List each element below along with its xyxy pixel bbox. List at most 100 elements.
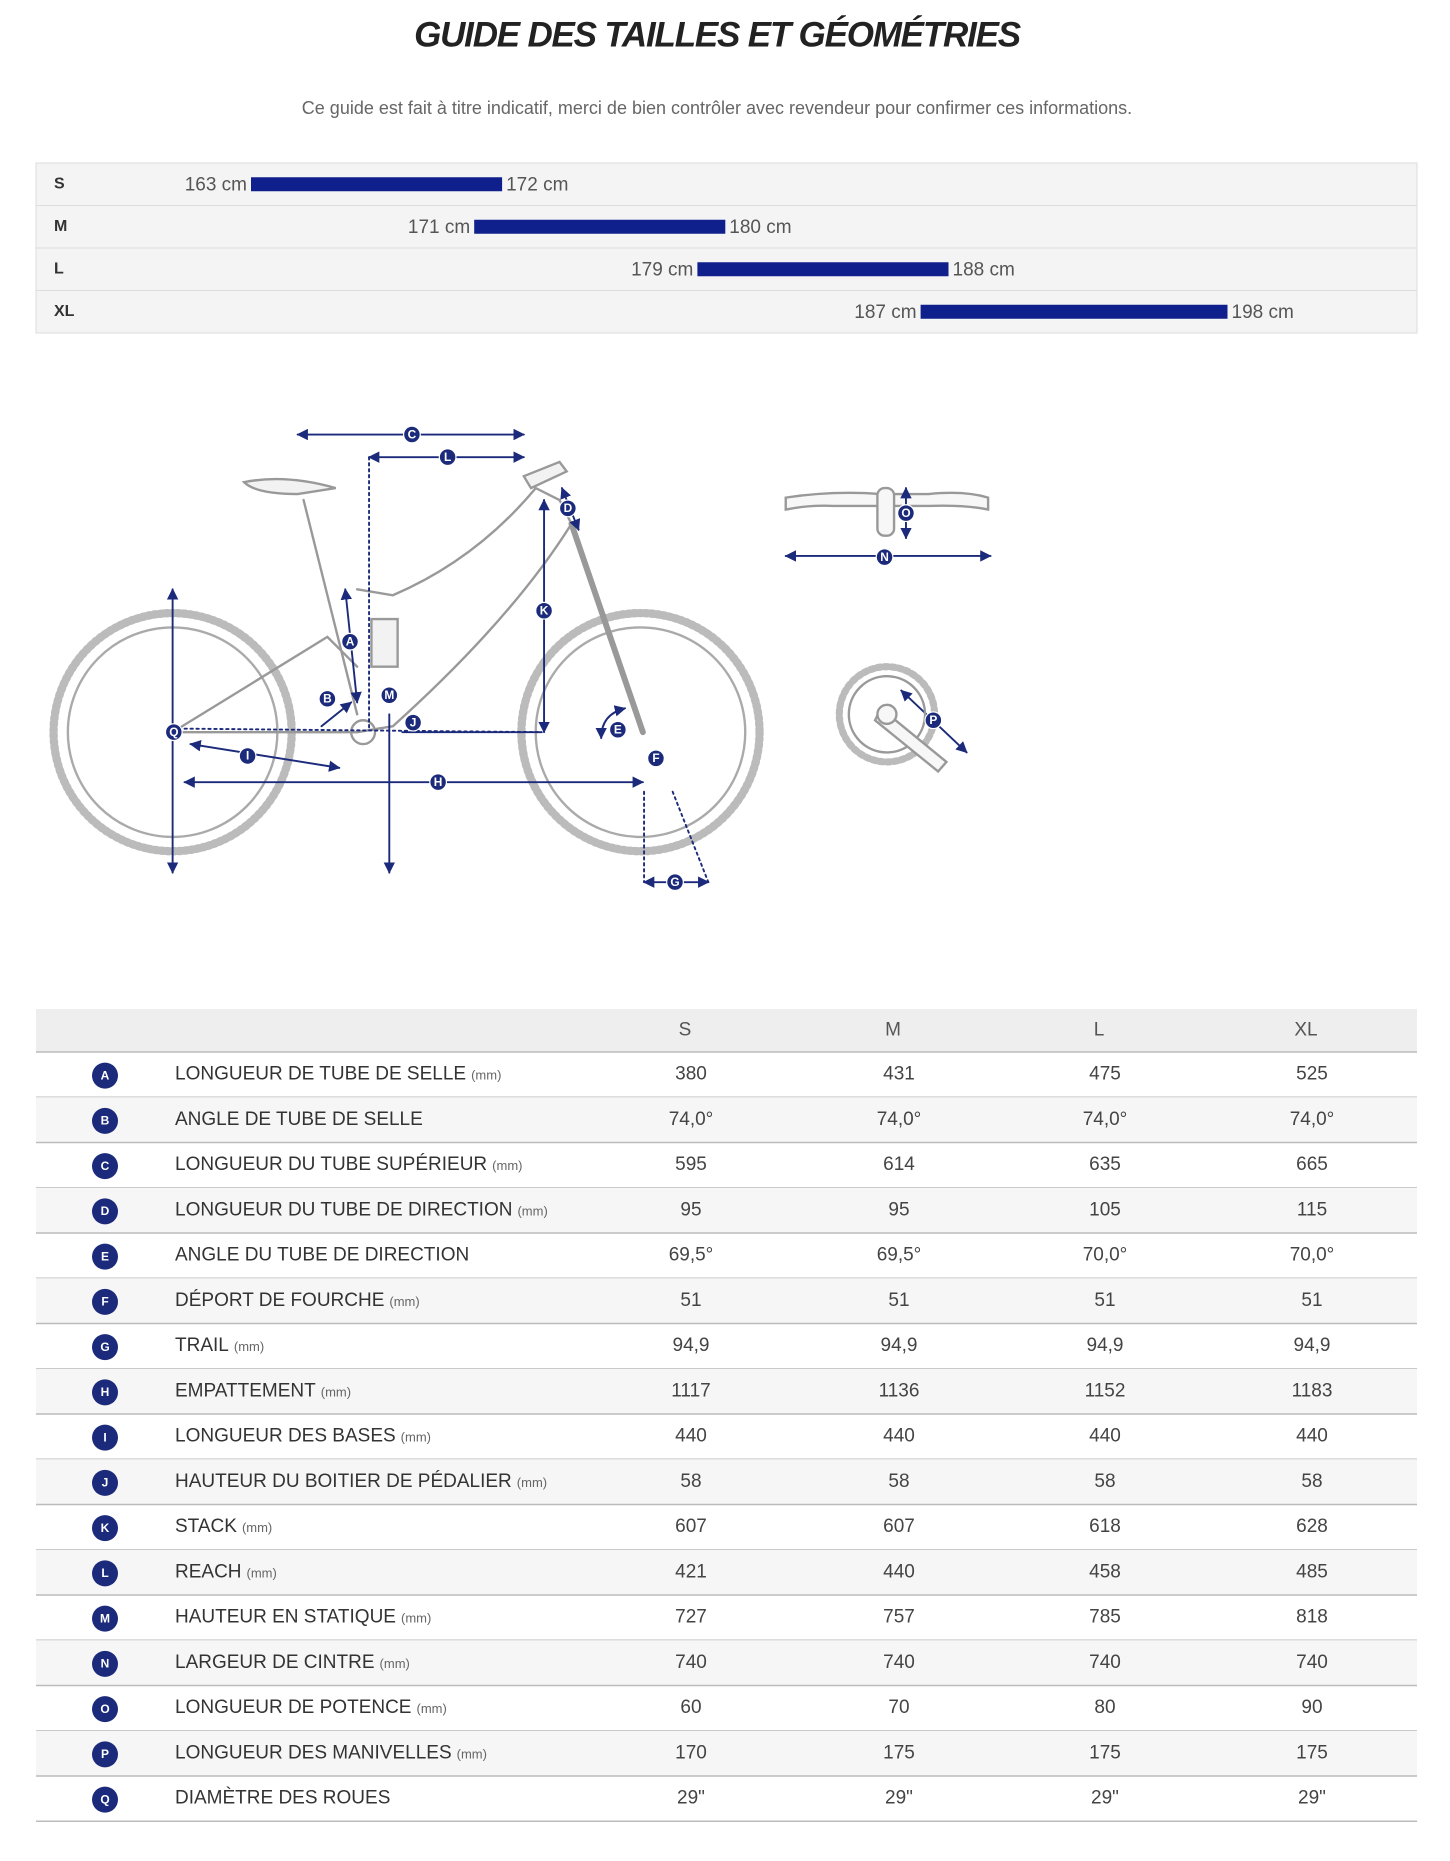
cell-value: 94,9: [881, 1335, 918, 1356]
cell-value: 74,0°: [669, 1109, 714, 1130]
cell-value: 70,0°: [1083, 1245, 1128, 1266]
cell-value: 80: [1094, 1697, 1115, 1718]
cell-value: 818: [1296, 1607, 1328, 1628]
diagram-letter: C: [408, 427, 417, 441]
cell-value: 595: [675, 1154, 707, 1175]
letter-badge: [92, 1605, 118, 1632]
label-text: LONGUEUR DU TUBE SUPÉRIEUR: [175, 1154, 487, 1175]
cell-value: 1183: [1292, 1380, 1333, 1401]
cell-value: 94,9: [673, 1335, 710, 1356]
unit: (mm): [380, 1656, 410, 1671]
height-max: 188 cm: [953, 259, 1015, 280]
column-header: XL: [1294, 1020, 1317, 1041]
cell-value: 618: [1089, 1516, 1121, 1537]
label-text: DIAMÈTRE DES ROUES: [175, 1788, 390, 1809]
letter-badge: [92, 1107, 118, 1134]
row-label: LONGUEUR DE TUBE DE SELLE (mm): [175, 1064, 501, 1085]
cell-value: 440: [1089, 1426, 1121, 1447]
cell-value: 51: [888, 1290, 909, 1311]
diagram-letter: L: [444, 450, 451, 464]
cell-value: 458: [1089, 1561, 1121, 1582]
geometry-diagram: A B C D E F G H I J K L M N O P Q: [49, 425, 992, 892]
height-bar: [697, 262, 949, 277]
unit: (mm): [517, 1204, 547, 1219]
diagram-letter: Q: [169, 725, 178, 739]
label-text: LONGUEUR DES BASES: [175, 1426, 396, 1447]
row-letter: B: [101, 1114, 110, 1128]
row-letter: L: [101, 1566, 108, 1580]
cell-value: 105: [1089, 1199, 1121, 1220]
column-header: L: [1094, 1020, 1105, 1041]
diagram-marker: [647, 749, 665, 768]
unit: (mm): [242, 1521, 272, 1536]
letter-badge: [92, 1153, 118, 1180]
letter-badge: [92, 1062, 118, 1089]
label-text: HAUTEUR EN STATIQUE: [175, 1607, 396, 1628]
diagram-letter: E: [614, 723, 622, 737]
row-bg: [36, 1549, 1417, 1595]
cell-value: 607: [675, 1516, 707, 1537]
diagram-letter: O: [901, 506, 910, 520]
cell-value: 475: [1089, 1064, 1121, 1085]
cell-value: 421: [675, 1561, 707, 1582]
row-letter: A: [101, 1068, 110, 1082]
diagram-letter: K: [540, 603, 549, 617]
diagram-marker: [404, 713, 423, 732]
diagram-marker: [164, 723, 183, 742]
diagram-marker: [535, 601, 553, 620]
row-label: DIAMÈTRE DES ROUES: [175, 1788, 390, 1809]
row-label: TRAIL (mm): [175, 1335, 264, 1356]
cell-value: 70,0°: [1290, 1245, 1335, 1266]
diagram-letter: H: [434, 775, 443, 789]
unit: (mm): [321, 1385, 351, 1400]
row-label: DÉPORT DE FOURCHE (mm): [175, 1290, 420, 1311]
diagram-marker: [608, 720, 627, 739]
diagram-marker: [924, 711, 943, 730]
row-letter: J: [102, 1476, 109, 1490]
row-letter: C: [101, 1159, 110, 1173]
unit: (mm): [247, 1566, 277, 1581]
height-min: 179 cm: [631, 259, 693, 280]
cell-value: 740: [883, 1652, 915, 1673]
diagram-marker: [875, 548, 894, 567]
diagram-marker: [341, 632, 359, 651]
row-label: ANGLE DE TUBE DE SELLE: [175, 1109, 423, 1130]
unit: (mm): [401, 1430, 431, 1445]
letter-badge: [92, 1424, 118, 1451]
cell-value: 440: [675, 1426, 707, 1447]
unit: (mm): [234, 1340, 264, 1355]
cell-value: 69,5°: [877, 1245, 922, 1266]
label-text: HAUTEUR DU BOITIER DE PÉDALIER: [175, 1471, 512, 1492]
cell-value: 29": [1298, 1788, 1326, 1809]
row-bg: [36, 1368, 1417, 1414]
row-letter: F: [101, 1295, 108, 1309]
cell-value: 485: [1296, 1561, 1328, 1582]
cell-value: 29": [677, 1788, 705, 1809]
label-text: STACK: [175, 1516, 237, 1537]
row-letter: M: [100, 1611, 110, 1625]
row-label: HAUTEUR EN STATIQUE (mm): [175, 1607, 431, 1628]
diagram-letter: N: [880, 550, 889, 564]
row-label: HAUTEUR DU BOITIER DE PÉDALIER (mm): [175, 1471, 547, 1492]
height-min: 163 cm: [185, 174, 247, 195]
row-bg: [36, 1097, 1417, 1143]
label-text: TRAIL: [175, 1335, 229, 1356]
row-letter: D: [101, 1204, 110, 1218]
cell-value: 51: [680, 1290, 701, 1311]
height-max: 172 cm: [506, 174, 568, 195]
unit: (mm): [389, 1294, 419, 1309]
row-label: LONGUEUR DE POTENCE (mm): [175, 1697, 447, 1718]
cell-value: 607: [883, 1516, 915, 1537]
diagram-letter: A: [346, 634, 355, 648]
row-bg: [36, 1730, 1417, 1776]
label-text: DÉPORT DE FOURCHE: [175, 1290, 384, 1311]
letter-badge: [92, 1786, 118, 1813]
row-bg: [36, 1278, 1417, 1324]
cell-value: 1117: [671, 1380, 710, 1401]
label-text: LONGUEUR DU TUBE DE DIRECTION: [175, 1199, 512, 1220]
row-letter: E: [101, 1249, 109, 1263]
diagram-letter: B: [323, 692, 332, 706]
cell-value: 1152: [1085, 1380, 1126, 1401]
cell-value: 58: [1301, 1471, 1322, 1492]
